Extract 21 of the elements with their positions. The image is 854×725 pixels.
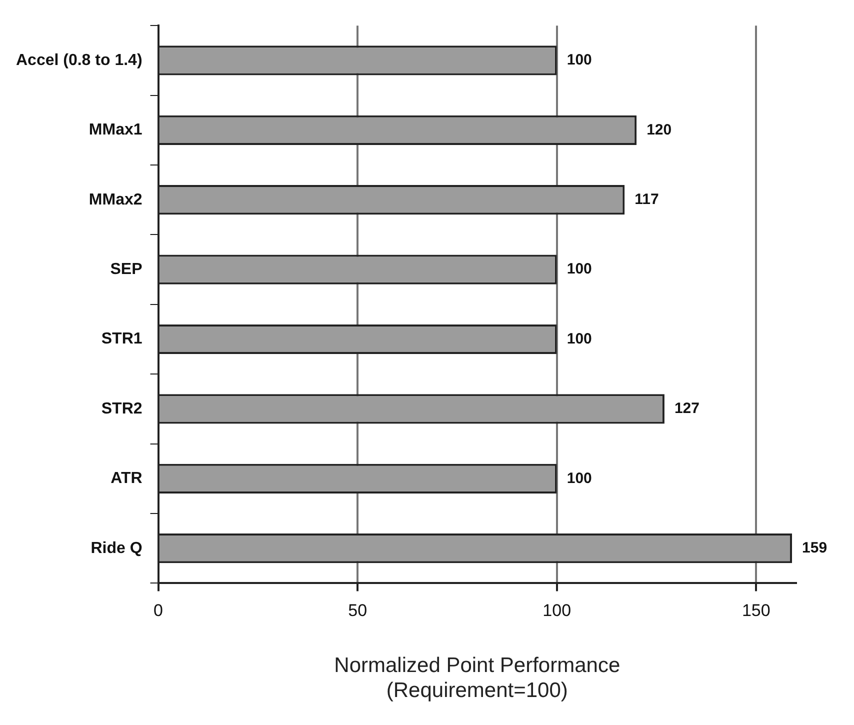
x-tick-label: 150 <box>742 601 770 620</box>
y-tick-label: ATR <box>110 470 143 488</box>
y-tick-label: Accel (0.8 to 1.4) <box>16 52 142 69</box>
y-tick-label: STR1 <box>101 330 142 348</box>
y-tick-label: STR2 <box>101 400 142 418</box>
data-label: 159 <box>802 539 828 556</box>
data-label: 117 <box>634 190 659 208</box>
data-label: 127 <box>674 400 700 418</box>
y-tick-label: MMax1 <box>88 122 142 139</box>
x-tick-label: 0 <box>154 601 164 620</box>
x-tick-label: 50 <box>348 601 368 620</box>
y-tick-label: Ride Q <box>90 540 142 557</box>
data-label: 100 <box>566 470 592 487</box>
data-label: 100 <box>566 52 592 69</box>
data-label: 120 <box>646 121 672 138</box>
x-axis-title: Normalized Point Performance (Requirement=100) <box>334 654 620 702</box>
y-tick-label: MMax2 <box>88 191 142 208</box>
data-label: 100 <box>566 330 592 348</box>
data-label: 100 <box>566 260 592 278</box>
y-tick-label: SEP <box>110 260 143 278</box>
x-tick-label: 100 <box>542 601 572 620</box>
